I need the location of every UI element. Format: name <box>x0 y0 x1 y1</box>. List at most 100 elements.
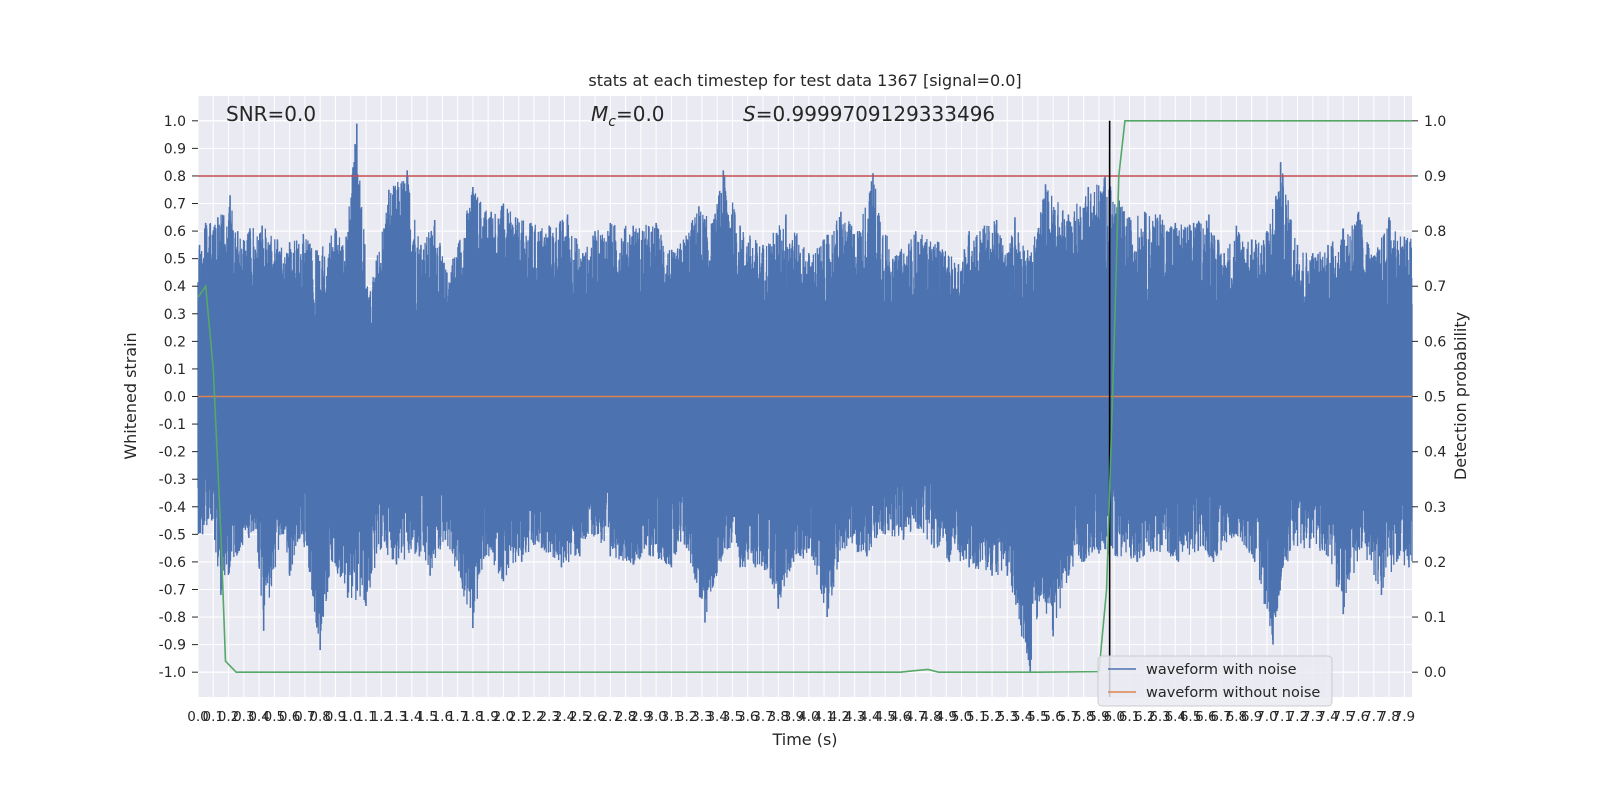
x-tick-label: 3.7 <box>752 709 773 725</box>
x-tick-label: 3.6 <box>737 709 758 725</box>
y2-tick-label: 0.9 <box>1424 169 1446 185</box>
x-tick-label: 4.7 <box>905 709 926 725</box>
x-tick-label: 3.5 <box>722 709 743 725</box>
x-tick-label: 0.4 <box>248 709 269 725</box>
y2-axis-ticks: 1.0 0.9 0.8 0.7 0.6 0.5 0.4 0.3 0.2 0.1 0.0 <box>1412 114 1446 681</box>
x-tick-label: 6.7 <box>1210 709 1231 725</box>
chirp-mass-symbol: M <box>591 102 608 126</box>
x-tick-label: 5.4 <box>1012 709 1033 725</box>
x-tick-label: 3.8 <box>768 709 789 725</box>
x-tick-label: 5.2 <box>981 709 1002 725</box>
x-tick-label: 6.4 <box>1165 709 1186 725</box>
y-tick-label: -0.1 <box>159 417 186 433</box>
snr-annotation: SNR=0.0 <box>226 102 316 126</box>
y-axis-ticks: 1.0 0.9 0.8 0.7 0.6 0.5 0.4 0.3 0.2 0.1 0.0 -0.1 -0.… <box>159 114 198 681</box>
y-tick-label: 0.4 <box>164 279 186 295</box>
y-tick-label: 0.9 <box>164 141 186 157</box>
x-tick-label: 3.2 <box>676 709 697 725</box>
y-tick-label: 0.1 <box>164 362 186 378</box>
x-tick-label: 1.6 <box>432 709 453 725</box>
x-tick-label: 1.3 <box>386 709 407 725</box>
y-tick-label: 0.7 <box>164 197 186 213</box>
x-tick-label: 2.9 <box>630 709 651 725</box>
x-tick-label: 5.6 <box>1042 709 1063 725</box>
x-tick-label: 0.9 <box>325 709 346 725</box>
x-tick-label: 6.2 <box>1134 709 1155 725</box>
y-tick-label: -0.6 <box>159 555 186 571</box>
y-tick-label: 0.2 <box>164 334 186 350</box>
x-axis-ticks: 0.00.10.20.30.40.50.60.70.80.91.01.11.21… <box>187 709 1415 725</box>
x-tick-label: 4.6 <box>890 709 911 725</box>
y2-tick-label: 0.2 <box>1424 555 1446 571</box>
x-tick-label: 1.1 <box>355 709 376 725</box>
y-axis-label: Whitened strain <box>121 332 140 459</box>
chirp-mass-annotation: Mc=0.0 <box>591 102 665 130</box>
x-tick-label: 7.4 <box>1317 709 1338 725</box>
detection-probability-line <box>197 120 1412 673</box>
y-tick-label: -0.9 <box>159 638 186 654</box>
x-tick-label: 3.9 <box>783 709 804 725</box>
y-tick-label: -0.3 <box>159 472 186 488</box>
y2-tick-label: 0.3 <box>1424 500 1446 516</box>
x-tick-label: 5.3 <box>997 709 1018 725</box>
y-tick-label: -0.8 <box>159 610 186 626</box>
x-tick-label: 7.3 <box>1302 709 1323 725</box>
y2-tick-label: 0.4 <box>1424 445 1446 461</box>
x-tick-label: 3.0 <box>645 709 666 725</box>
x-tick-label: 1.8 <box>462 709 483 725</box>
x-tick-label: 7.7 <box>1363 709 1384 725</box>
y-tick-label: 0.3 <box>164 307 186 323</box>
x-tick-label: 7.6 <box>1348 709 1369 725</box>
x-tick-label: 2.0 <box>493 709 514 725</box>
x-tick-label: 1.2 <box>371 709 392 725</box>
chirp-mass-value: =0.0 <box>616 102 665 126</box>
x-tick-label: 4.3 <box>844 709 865 725</box>
x-tick-label: 3.3 <box>691 709 712 725</box>
x-tick-label: 3.1 <box>661 709 682 725</box>
x-tick-label: 6.9 <box>1241 709 1262 725</box>
y-tick-label: -0.2 <box>159 445 186 461</box>
x-tick-label: 1.9 <box>477 709 498 725</box>
x-tick-label: 1.7 <box>447 709 468 725</box>
x-tick-label: 3.4 <box>706 709 727 725</box>
x-tick-label: 5.0 <box>951 709 972 725</box>
x-tick-label: 5.7 <box>1058 709 1079 725</box>
x-tick-label: 4.0 <box>798 709 819 725</box>
chirp-mass-subscript: c <box>608 114 616 130</box>
x-tick-label: 5.1 <box>966 709 987 725</box>
y2-tick-label: 0.5 <box>1424 390 1446 406</box>
x-tick-label: 0.3 <box>233 709 254 725</box>
x-tick-label: 7.9 <box>1394 709 1415 725</box>
y2-tick-label: 0.7 <box>1424 279 1446 295</box>
x-tick-label: 2.8 <box>615 709 636 725</box>
x-tick-label: 0.7 <box>294 709 315 725</box>
x-tick-label: 0.5 <box>264 709 285 725</box>
x-tick-label: 4.8 <box>920 709 941 725</box>
x-tick-label: 2.5 <box>569 709 590 725</box>
x-tick-label: 6.1 <box>1119 709 1140 725</box>
x-tick-label: 7.2 <box>1287 709 1308 725</box>
x-tick-label: 4.5 <box>874 709 895 725</box>
x-tick-label: 4.2 <box>829 709 850 725</box>
y-tick-label: -0.4 <box>159 500 186 516</box>
y-tick-label: -0.5 <box>159 527 186 543</box>
y2-axis-label: Detection probability <box>1451 312 1470 480</box>
x-tick-label: 4.9 <box>936 709 957 725</box>
y2-tick-label: 1.0 <box>1424 114 1446 130</box>
x-tick-label: 5.8 <box>1073 709 1094 725</box>
x-tick-label: 0.1 <box>203 709 224 725</box>
legend-label-clean: waveform without noise <box>1146 685 1320 701</box>
y2-tick-label: 0.8 <box>1424 224 1446 240</box>
overlay-lines <box>197 120 1412 697</box>
legend-box <box>1097 655 1333 707</box>
x-tick-label: 6.5 <box>1180 709 1201 725</box>
y-tick-label: 0.5 <box>164 252 186 268</box>
chart-title: stats at each timestep for test data 136… <box>588 71 1021 90</box>
y-tick-label: 1.0 <box>164 114 186 130</box>
x-tick-label: 2.1 <box>508 709 529 725</box>
y2-tick-label: 0.1 <box>1424 610 1446 626</box>
y-tick-label: -1.0 <box>159 665 186 681</box>
x-tick-label: 6.0 <box>1103 709 1124 725</box>
y2-tick-label: 0.6 <box>1424 334 1446 350</box>
